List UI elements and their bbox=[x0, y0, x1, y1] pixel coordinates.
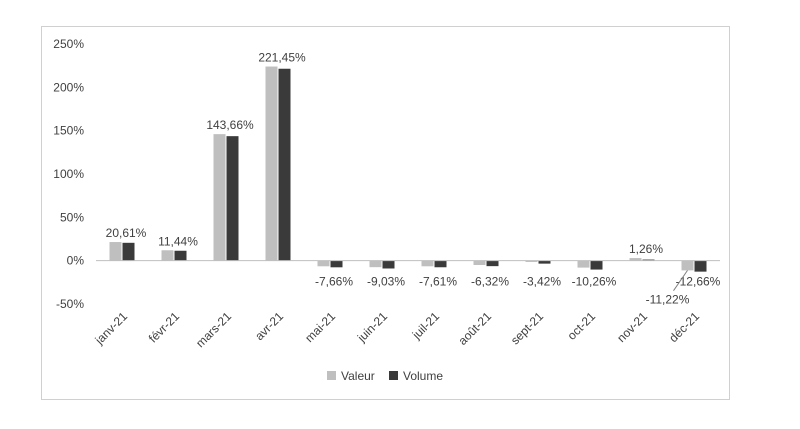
chart-frame: -50% 0% 50% 100% 150% 200% 250% janv-21 févr-21… bbox=[41, 26, 730, 400]
data-label: -9,03% bbox=[367, 275, 405, 289]
bar-valeur bbox=[473, 260, 486, 265]
x-tick-label: nov-21 bbox=[614, 309, 650, 345]
data-label: 221,45% bbox=[258, 51, 306, 65]
y-axis: -50% 0% 50% 100% 150% 200% 250% bbox=[53, 37, 84, 311]
bar-valeur bbox=[317, 260, 330, 267]
bar-valeur bbox=[161, 250, 174, 261]
bar-volume bbox=[174, 250, 187, 261]
bar-volume bbox=[590, 260, 603, 270]
y-tick-label: 150% bbox=[53, 124, 84, 138]
data-label: 143,66% bbox=[206, 118, 254, 132]
bar-valeur bbox=[421, 260, 434, 267]
bar-valeur bbox=[681, 260, 694, 271]
bar-volume bbox=[538, 260, 551, 264]
bar-volume bbox=[382, 260, 395, 269]
data-label: -6,32% bbox=[471, 275, 509, 289]
x-tick-label: déc-21 bbox=[666, 309, 702, 345]
bar-volume bbox=[278, 68, 291, 261]
x-tick-label: janv-21 bbox=[92, 309, 131, 348]
data-label: -7,66% bbox=[315, 275, 353, 289]
data-label: -12,66% bbox=[676, 275, 721, 289]
legend: Valeur Volume bbox=[327, 369, 443, 383]
bar-valeur bbox=[213, 134, 226, 261]
y-tick-label: 250% bbox=[53, 37, 84, 51]
bar-valeur bbox=[577, 260, 590, 268]
y-tick-label: 50% bbox=[60, 210, 84, 224]
x-tick-label: oct-21 bbox=[565, 309, 599, 343]
data-label-extra: -11,22% bbox=[646, 293, 690, 307]
bar-volume bbox=[122, 242, 135, 261]
legend-swatch-volume bbox=[389, 371, 398, 380]
x-tick-label: mars-21 bbox=[193, 309, 234, 350]
bar-valeur bbox=[525, 260, 538, 262]
data-labels: 20,61% 11,44% 143,66% 221,45% -7,66% -9,03% -7… bbox=[106, 51, 721, 307]
data-label: -10,26% bbox=[572, 275, 617, 289]
bar-volume bbox=[330, 260, 343, 268]
bar-volume bbox=[226, 136, 239, 261]
bar-valeur bbox=[265, 66, 278, 261]
bars bbox=[109, 66, 707, 272]
bar-volume bbox=[694, 260, 707, 272]
y-tick-label: -50% bbox=[56, 297, 84, 311]
y-tick-label: 100% bbox=[53, 167, 84, 181]
y-tick-label: 0% bbox=[67, 254, 85, 268]
bar-valeur bbox=[109, 242, 122, 261]
legend-swatch-valeur bbox=[327, 371, 336, 380]
y-tick-label: 200% bbox=[53, 80, 84, 94]
x-tick-label: sept-21 bbox=[508, 309, 546, 347]
x-tick-label: avr-21 bbox=[252, 309, 286, 343]
bar-volume bbox=[434, 260, 447, 268]
x-tick-label: août-21 bbox=[455, 309, 494, 348]
bar-volume bbox=[642, 259, 655, 261]
x-tick-label: mai-21 bbox=[302, 309, 338, 345]
data-label: -7,61% bbox=[419, 275, 457, 289]
bar-chart: -50% 0% 50% 100% 150% 200% 250% janv-21 févr-21… bbox=[53, 37, 721, 383]
data-label: 11,44% bbox=[158, 234, 198, 248]
x-tick-label: juil-21 bbox=[409, 309, 442, 342]
data-label: 20,61% bbox=[106, 226, 147, 240]
data-label: 1,26% bbox=[629, 242, 663, 256]
x-tick-label: févr-21 bbox=[146, 309, 183, 346]
leader-line bbox=[673, 270, 688, 291]
x-axis: janv-21 févr-21 mars-21 avr-21 mai-21 juin-21… bbox=[92, 309, 703, 350]
bar-valeur bbox=[369, 260, 382, 268]
bar-valeur bbox=[629, 258, 642, 261]
legend-label: Volume bbox=[403, 369, 443, 383]
data-label: -3,42% bbox=[523, 275, 561, 289]
x-tick-label: juin-21 bbox=[354, 309, 390, 345]
bar-volume bbox=[486, 260, 499, 267]
legend-label: Valeur bbox=[341, 369, 375, 383]
